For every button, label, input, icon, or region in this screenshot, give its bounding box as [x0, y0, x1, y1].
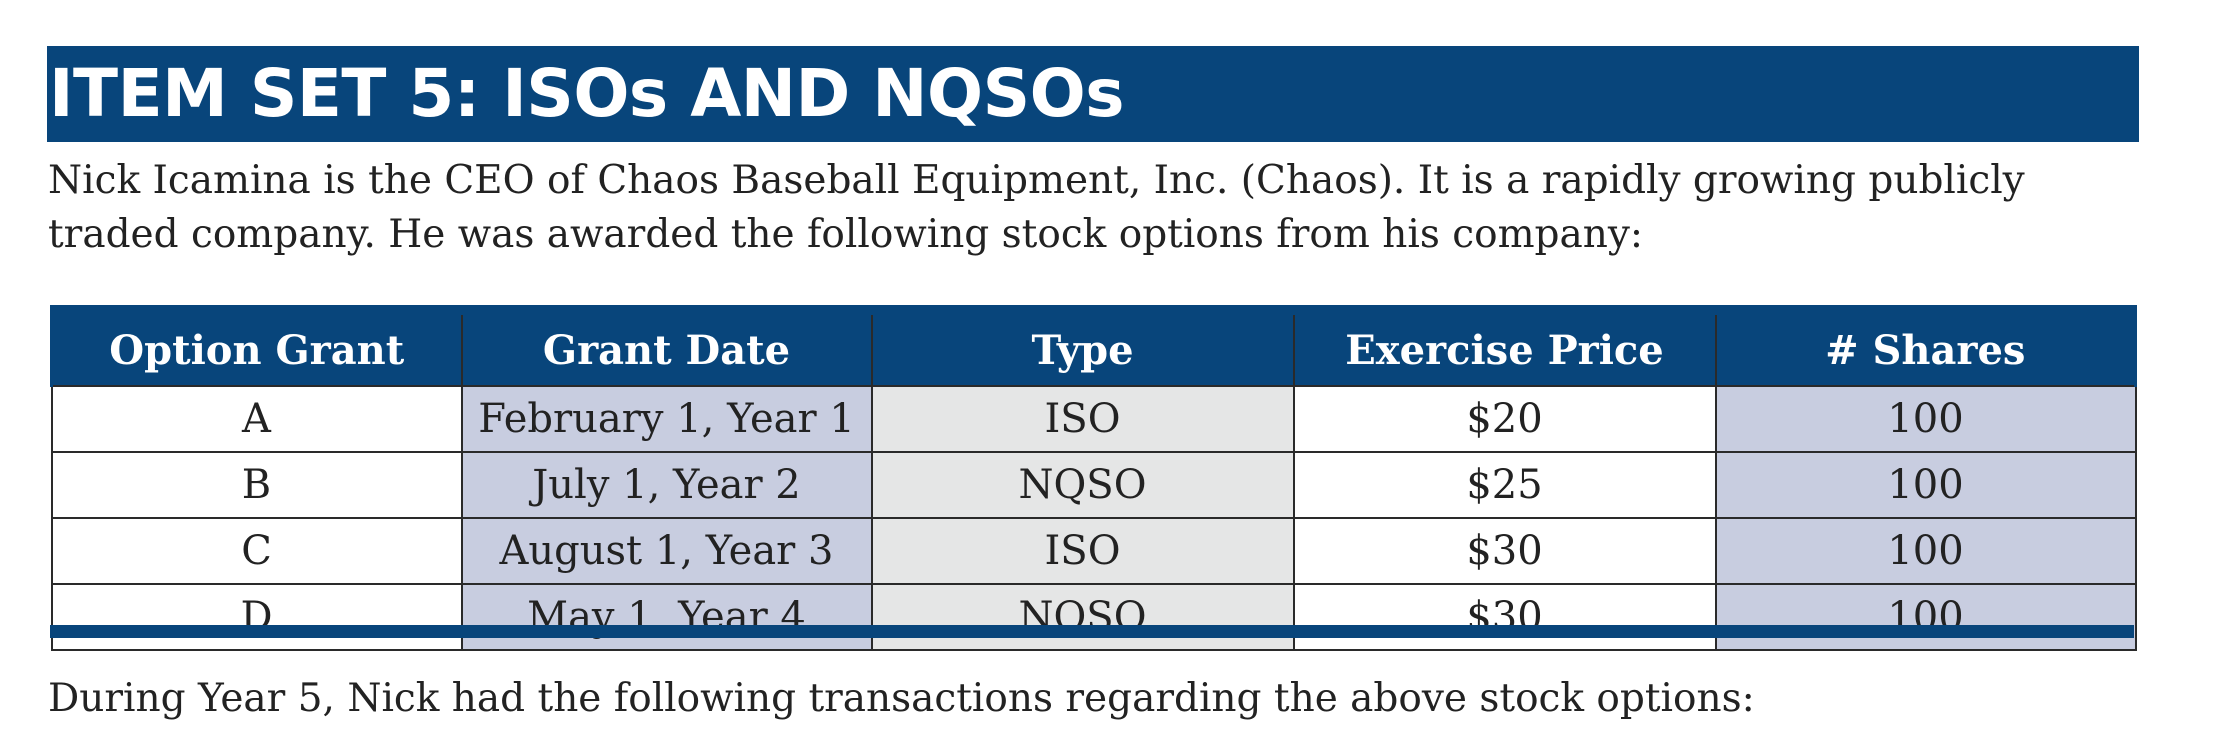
table-row: B July 1, Year 2 NQSO $25 100	[50, 451, 2137, 519]
table-row: D May 1, Year 4 NQSO $30 100	[50, 583, 2137, 651]
intro-paragraph: Nick Icamina is the CEO of Chaos Basebal…	[48, 158, 2025, 257]
shares-cell: 100	[1714, 517, 2137, 585]
option-grant-cell: B	[50, 451, 463, 519]
table-header-row: Option Grant Grant Date Type Exercise Pr…	[50, 305, 2137, 386]
stock-options-table: Option Grant Grant Date Type Exercise Pr…	[50, 305, 2137, 651]
item-set-title: ITEM SET 5: ISOs AND NQSOs	[49, 55, 1125, 132]
exercise-price-cell: $25	[1292, 451, 1717, 519]
option-grant-cell: C	[50, 517, 463, 585]
type-cell: NQSO	[870, 451, 1295, 519]
exercise-price-cell: $30	[1292, 517, 1717, 585]
shares-cell: 100	[1714, 451, 2137, 519]
header-grant-date: Grant Date	[460, 305, 873, 386]
shares-cell: 100	[1714, 385, 2137, 453]
header-shares: # Shares	[1714, 305, 2137, 386]
header-type: Type	[870, 305, 1295, 386]
exercise-price-cell: $20	[1292, 385, 1717, 453]
option-grant-cell: D	[50, 583, 463, 651]
table-bottom-rule	[50, 625, 2134, 638]
table-row: A February 1, Year 1 ISO $20 100	[50, 385, 2137, 453]
grant-date-cell: July 1, Year 2	[460, 451, 873, 519]
option-grant-cell: A	[50, 385, 463, 453]
type-cell: NQSO	[870, 583, 1295, 651]
grant-date-cell: August 1, Year 3	[460, 517, 873, 585]
grant-date-cell: May 1, Year 4	[460, 583, 873, 651]
header-exercise-price: Exercise Price	[1292, 305, 1717, 386]
outro-paragraph: During Year 5, Nick had the following tr…	[48, 676, 1755, 721]
exercise-price-cell: $30	[1292, 583, 1717, 651]
header-option-grant: Option Grant	[50, 305, 463, 386]
table-row: C August 1, Year 3 ISO $30 100	[50, 517, 2137, 585]
shares-cell: 100	[1714, 583, 2137, 651]
type-cell: ISO	[870, 385, 1295, 453]
grant-date-cell: February 1, Year 1	[460, 385, 873, 453]
type-cell: ISO	[870, 517, 1295, 585]
item-set-banner: ITEM SET 5: ISOs AND NQSOs	[47, 46, 2139, 142]
